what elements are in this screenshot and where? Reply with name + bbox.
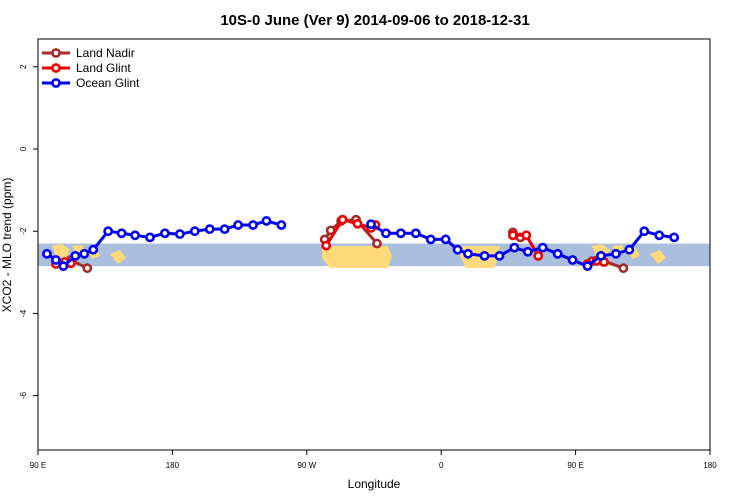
data-point	[537, 242, 548, 253]
data-point	[58, 261, 69, 272]
data-point	[160, 228, 170, 239]
data-point	[611, 248, 621, 259]
x-axis-title: Longitude	[348, 477, 401, 491]
legend-label: Land Glint	[76, 61, 131, 75]
data-point	[372, 238, 382, 249]
y-tick-label: -6	[19, 391, 28, 399]
land-shape	[110, 250, 126, 264]
data-point	[145, 232, 155, 243]
data-point	[248, 220, 258, 230]
data-point	[337, 214, 348, 225]
data-point	[509, 242, 520, 253]
data-point	[321, 240, 332, 251]
data-point	[276, 220, 287, 230]
data-point	[425, 234, 436, 245]
legend-marker	[51, 63, 61, 73]
chart-title: 10S-0 June (Ver 9) 2014-09-06 to 2018-12…	[220, 12, 529, 29]
data-point	[669, 232, 680, 243]
data-point	[507, 230, 518, 241]
data-point	[130, 230, 140, 241]
series-ocean-glint	[42, 216, 680, 272]
data-point	[88, 244, 99, 255]
legend-marker	[51, 48, 61, 58]
legend-label: Land Nadir	[76, 46, 135, 60]
data-point	[624, 244, 635, 255]
data-point	[116, 228, 127, 239]
data-point	[70, 250, 81, 261]
land-shape	[650, 250, 666, 264]
data-point	[51, 255, 61, 265]
data-point	[452, 244, 463, 255]
plot-frame	[37, 38, 711, 451]
legend-marker	[51, 78, 61, 88]
x-tick-label: 0	[439, 461, 444, 470]
series-line	[370, 222, 675, 268]
data-point	[395, 228, 406, 239]
data-point	[639, 226, 650, 237]
data-point	[174, 229, 185, 239]
x-tick-label: 90 E	[30, 461, 46, 470]
y-tick-label: 0	[19, 146, 28, 151]
data-point	[261, 216, 272, 226]
data-point	[82, 263, 93, 274]
y-axis-title: XCO2 - MLO trend (ppm)	[0, 178, 14, 313]
data-point	[479, 250, 490, 261]
data-point	[596, 250, 606, 261]
x-tick-label: 90 E	[567, 461, 583, 470]
data-point	[42, 248, 52, 259]
y-tick-label: -2	[19, 227, 28, 235]
data-point	[103, 226, 114, 237]
data-point	[494, 250, 505, 261]
data-point	[381, 228, 391, 239]
legend-label: Ocean Glint	[76, 76, 140, 90]
data-point	[189, 226, 200, 237]
x-tick-label: 180	[703, 461, 717, 470]
data-point	[522, 246, 533, 257]
land-shape	[322, 246, 392, 268]
y-tick-label: -4	[19, 309, 28, 317]
data-point	[219, 224, 230, 235]
data-point	[440, 234, 451, 245]
x-tick-label: 90 W	[297, 461, 316, 470]
data-point	[521, 230, 532, 241]
data-point	[552, 248, 563, 259]
x-tick-label: 180	[166, 461, 180, 470]
data-point	[463, 248, 473, 259]
land-shape	[52, 244, 70, 258]
data-point	[567, 255, 578, 265]
data-point	[410, 228, 421, 239]
data-point	[618, 263, 629, 274]
data-point	[533, 250, 544, 261]
y-tick-label: 2	[19, 64, 28, 69]
axes: 90 E 180 90 W 0 90 E 180 2 0 -2 -4 -6	[19, 64, 717, 470]
data-point	[366, 219, 376, 230]
data-point	[654, 230, 665, 241]
data-point	[233, 220, 244, 230]
data-point	[79, 248, 90, 259]
series-layer	[42, 214, 680, 274]
data-point	[582, 261, 593, 272]
data-point	[204, 224, 215, 235]
data-point	[352, 218, 363, 229]
